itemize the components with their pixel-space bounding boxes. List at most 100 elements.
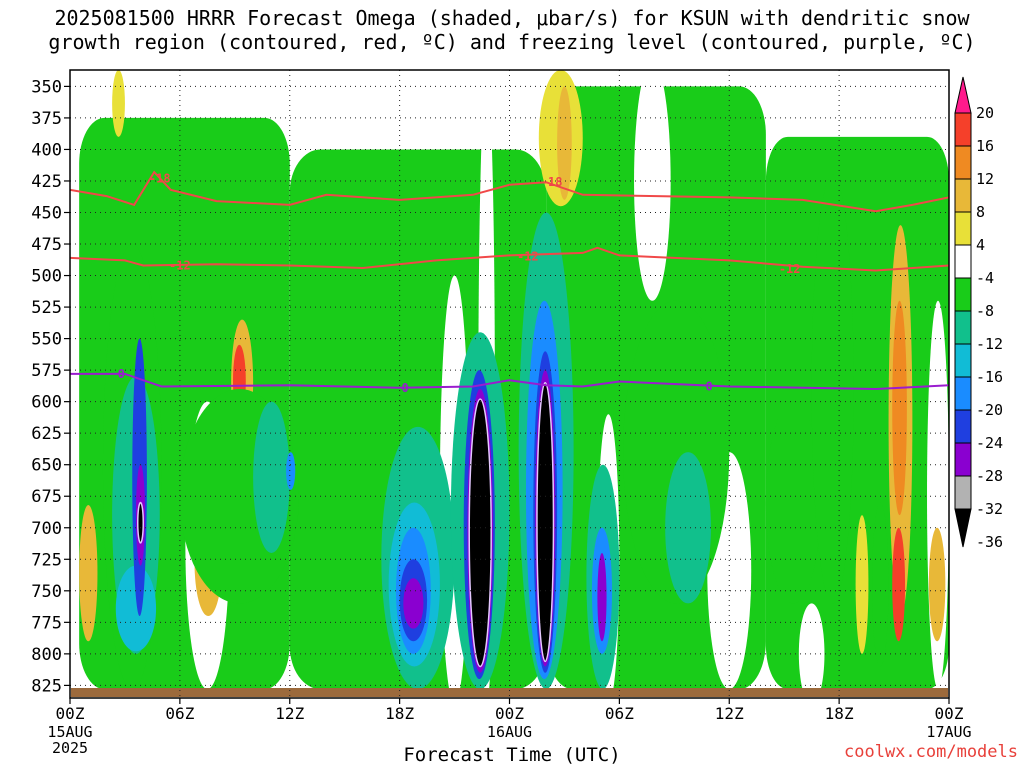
terrain-strip xyxy=(71,688,948,697)
x-axis-label: Forecast Time (UTC) xyxy=(403,744,621,766)
omega-blob-8 xyxy=(634,70,671,301)
contour-label-1: -12 xyxy=(169,258,191,272)
contour-label-5: -12 xyxy=(779,262,801,276)
omega-blob-56 xyxy=(872,502,889,667)
omega-blob-23 xyxy=(892,300,907,516)
y-tick-label-11: 625 xyxy=(31,424,62,444)
y-tick-label-3: 425 xyxy=(31,172,62,192)
colorbar-swatch-7 xyxy=(954,310,972,345)
colorbar-swatch-4 xyxy=(954,211,972,246)
y-tick-label-1: 375 xyxy=(31,109,62,129)
x-date-label-0-1: 2025 xyxy=(52,739,88,757)
omega-blob-14 xyxy=(557,86,572,200)
x-tick-label-6: 12Z xyxy=(715,704,744,723)
omega-blob-31 xyxy=(137,501,145,544)
x-tick-label-5: 06Z xyxy=(605,704,634,723)
x-tick-label-0: 00Z xyxy=(56,704,85,723)
y-tick-label-10: 600 xyxy=(31,393,62,413)
y-axis: 350 375 400 425 450 475 500 525 550 575 600 625 650 6… xyxy=(31,77,70,696)
contour-label-6: 0 xyxy=(402,381,409,395)
omega-blob-43 xyxy=(468,398,492,668)
chart-title-line2: growth region (contoured, red, ºC) and f… xyxy=(48,30,976,54)
omega-blob-24 xyxy=(892,527,906,642)
contour-label-2: 0 xyxy=(118,367,125,381)
y-tick-label-17: 775 xyxy=(31,613,62,633)
y-tick-label-15: 725 xyxy=(31,550,62,570)
omega-blob-33 xyxy=(253,401,290,553)
colorbar-swatch-10 xyxy=(954,409,972,444)
x-tick-label-3: 18Z xyxy=(385,704,414,723)
colorbar-swatch-5 xyxy=(954,244,972,279)
terrain-band xyxy=(71,688,948,697)
colorbar: 20 16 12 8 4 -4 -8 -12 -16 -20 -24 -28 -32 -36 xyxy=(954,76,1003,551)
chart-title-line1: 2025081500 HRRR Forecast Omega (shaded, … xyxy=(54,6,970,30)
contour-label-7: 0 xyxy=(705,380,712,394)
omega-shading xyxy=(79,70,949,698)
contour-label-0: -18 xyxy=(149,171,171,185)
colorbar-label-9: -20 xyxy=(976,401,1003,419)
y-tick-label-16: 750 xyxy=(31,582,62,602)
colorbar-swatch-9 xyxy=(954,376,972,411)
y-tick-label-5: 475 xyxy=(31,235,62,255)
x-date-label-4-0: 16AUG xyxy=(487,723,532,741)
colorbar-swatch-8 xyxy=(954,343,972,378)
colorbar-bottom-arrow xyxy=(954,508,972,548)
omega-blob-39 xyxy=(403,578,424,629)
omega-blob-54 xyxy=(765,401,821,604)
colorbar-swatch-1 xyxy=(954,112,972,147)
colorbar-label-8: -16 xyxy=(976,368,1003,386)
omega-blob-28 xyxy=(115,565,157,652)
y-tick-label-14: 700 xyxy=(31,519,62,539)
colorbar-swatch-11 xyxy=(954,442,972,477)
omega-blob-51 xyxy=(597,552,607,642)
y-tick-label-4: 450 xyxy=(31,203,62,223)
x-tick-label-7: 18Z xyxy=(825,704,854,723)
colorbar-label-13: -36 xyxy=(976,533,1003,551)
omega-blob-48 xyxy=(536,381,555,663)
contour-dendritic-minus18 xyxy=(70,170,949,213)
contour-label-4: -12 xyxy=(517,250,539,264)
colorbar-label-7: -12 xyxy=(976,335,1003,353)
y-tick-label-7: 525 xyxy=(31,298,62,318)
colorbar-label-4: 4 xyxy=(976,236,985,254)
colorbar-label-12: -32 xyxy=(976,500,1003,518)
contour-label-3: -18 xyxy=(541,175,563,189)
omega-blob-10 xyxy=(798,603,825,698)
colorbar-swatch-2 xyxy=(954,145,972,180)
colorbar-label-2: 12 xyxy=(976,170,994,188)
colorbar-swatch-6 xyxy=(954,277,972,312)
x-date-label-8-0: 17AUG xyxy=(926,723,971,741)
y-tick-label-9: 575 xyxy=(31,361,62,381)
y-tick-label-12: 650 xyxy=(31,456,62,476)
y-tick-label-18: 800 xyxy=(31,645,62,665)
omega-blob-34 xyxy=(286,452,296,490)
omega-blob-15 xyxy=(79,505,98,642)
x-tick-label-2: 12Z xyxy=(275,704,304,723)
colorbar-label-6: -8 xyxy=(976,302,994,320)
colorbar-label-11: -28 xyxy=(976,467,1003,485)
colorbar-label-10: -24 xyxy=(976,434,1003,452)
y-tick-label-13: 675 xyxy=(31,487,62,507)
contour-dendritic-minus12 xyxy=(70,246,949,272)
colorbar-label-0: 20 xyxy=(976,104,994,122)
colorbar-label-5: -4 xyxy=(976,269,994,287)
omega-blob-12 xyxy=(112,70,125,137)
contour-freezing-level-0 xyxy=(70,372,949,391)
colorbar-label-1: 16 xyxy=(976,137,994,155)
omega-blob-25 xyxy=(928,527,946,642)
colorbar-top-arrow xyxy=(954,76,972,114)
y-tick-label-2: 400 xyxy=(31,140,62,160)
colorbar-swatch-12 xyxy=(954,475,972,510)
colorbar-label-3: 8 xyxy=(976,203,985,221)
colorbar-swatch-3 xyxy=(954,178,972,213)
y-tick-label-0: 350 xyxy=(31,77,62,97)
x-tick-label-1: 06Z xyxy=(165,704,194,723)
omega-blob-21 xyxy=(855,515,869,654)
x-tick-label-4: 00Z xyxy=(495,704,524,723)
credit-text: coolwx.com/models xyxy=(844,742,1018,762)
y-tick-label-19: 825 xyxy=(31,676,62,696)
y-tick-label-8: 550 xyxy=(31,330,62,350)
x-date-label-0-0: 15AUG xyxy=(47,723,92,741)
